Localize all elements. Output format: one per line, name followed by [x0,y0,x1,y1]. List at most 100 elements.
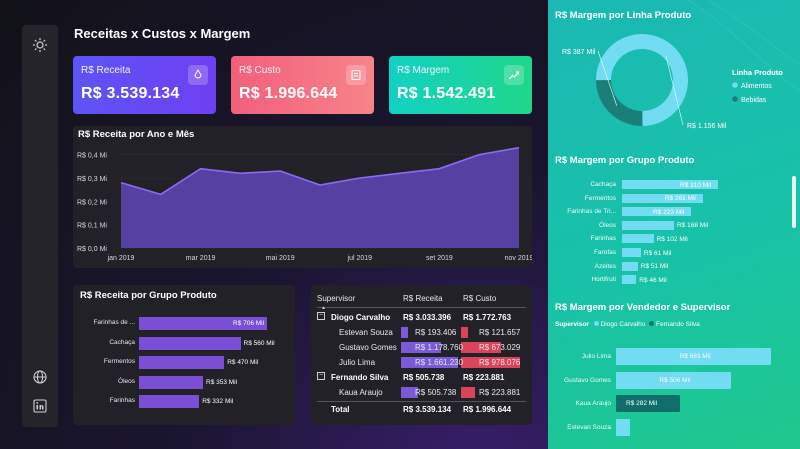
custo-value: R$ 1.772.763 [463,313,512,322]
bar[interactable] [622,234,654,244]
kpi-label: R$ Custo [239,65,281,76]
data-label: R$ 61 Mil [643,249,672,257]
category-label: Farinhas de Tri... [567,208,616,216]
table-header: Supervisor R$ Receita R$ Custo [311,293,532,306]
receita-value: R$ 3.033.396 [403,313,452,322]
bar[interactable] [139,375,203,389]
category-label: Farinhas [109,397,135,404]
custo-value: R$ 121.657 [479,328,521,337]
receita-value: R$ 1.178.760 [415,343,464,352]
category-label: Gustavo Gomes [564,376,611,384]
legend-item-0[interactable]: Diogo Carvalho [600,321,646,328]
x-tick-label: jan 2019 [107,255,135,262]
bar[interactable] [139,395,200,408]
header-divider [317,307,526,308]
margem-linha-donut[interactable]: R$ 1.156 Mil R$ 387 Mil Linha Produto Alime… [548,22,800,162]
receita-databar [401,357,458,368]
y-tick-label: R$ 0,3 Mi [77,176,107,183]
leader-line [665,55,684,126]
legend-dot [732,82,738,88]
bar[interactable] [622,275,637,285]
data-label: R$ 353 Mil [206,378,238,386]
row-name: Diogo Carvalho [331,313,391,322]
data-label: R$ 387 Mil [562,49,596,56]
collapse-toggle-icon[interactable]: − [317,312,325,320]
row-name: Fernando Silva [331,373,389,382]
table-row[interactable]: Gustavo Gomes R$ 1.178.760 R$ 673.029 [311,342,532,355]
data-label: R$ 706 Mil [233,320,265,327]
receita-area-chart[interactable]: R$ 0,0 Mi R$ 0,1 Mi R$ 0,2 Mi R$ 0,3 Mi R$ 0… [73,126,532,268]
row-name: Estevan Souza [339,328,393,337]
custo-databar [461,357,520,368]
bar[interactable] [616,418,630,436]
category-label: Julio Lima [581,353,611,360]
row-name: Gustavo Gomes [339,343,397,352]
bar[interactable] [622,180,718,189]
globe-icon[interactable] [32,369,48,385]
chart-scrollbar[interactable] [792,176,796,228]
data-label: R$ 168 Mil [677,222,709,230]
x-tick-label: mar 2019 [186,255,216,262]
y-tick-label: R$ 0,0 Mi [77,246,107,253]
custo-databar [461,387,475,398]
category-label: Farinhas de ... [93,319,135,326]
chart-title: R$ Margem por Grupo Produto [555,155,695,166]
kpi-value: R$ 1.996.644 [239,85,338,102]
chart-title: R$ Margem por Vendedor e Supervisor [555,302,731,313]
receita-by-group-chart[interactable]: Farinhas de ... R$ 706 Mil Cachaça R$ 560 M… [73,285,295,425]
custo-value: R$ 673.029 [479,343,521,352]
table-group-row[interactable]: − Diogo Carvalho R$ 3.033.396 R$ 1.772.763 [311,312,532,325]
chart-title: R$ Margem por Linha Produto [555,10,692,21]
legend-dot [732,96,738,102]
header-custo[interactable]: R$ Custo [463,294,497,303]
sun-icon[interactable] [32,37,48,53]
legend-dot [649,321,655,326]
header-supervisor[interactable]: Supervisor [317,294,356,303]
data-label: R$ 310 Mil [680,181,712,189]
bar[interactable] [139,336,241,350]
kpi-card-custo: R$ Custo R$ 1.996.644 [231,56,374,114]
collapse-toggle-icon[interactable]: − [317,372,325,380]
legend-item-1[interactable]: Fernando Silva [656,321,700,328]
table-row[interactable]: Estevan Souza R$ 193.406 R$ 121.657 [311,327,532,340]
table-group-row[interactable]: − Fernando Silva R$ 505.738 R$ 223.881 [311,372,532,385]
margem-vendedor-chart[interactable]: Julio Lima R$ 683 Mil Gustavo Gomes R$ 506 … [548,0,800,449]
category-label: Estevan Souza [567,423,611,431]
chart-title: R$ Receita por Grupo Produto [80,290,217,301]
legend-item: Alimentos [741,83,772,90]
linkedin-icon[interactable] [32,398,48,414]
bar[interactable] [139,317,267,330]
custo-value: R$ 223.881 [479,388,521,397]
bar[interactable] [139,356,225,369]
data-label: R$ 1.156 Mil [687,123,727,130]
kpi-value: R$ 1.542.491 [397,85,496,102]
bar[interactable] [616,395,680,412]
bar[interactable] [622,248,641,257]
custo-databar [461,327,469,338]
sort-caret-icon: ▲ [321,305,326,311]
receita-value: R$ 505.738 [415,388,457,397]
margem-grupo-chart[interactable]: Cachaça R$ 310 Mil Fermentos R$ 261 Mil Fari… [548,0,800,449]
bar[interactable] [622,261,638,271]
table-total-row: Total R$ 3.539.134 R$ 1.996.644 [311,404,532,417]
bar[interactable] [622,220,675,230]
category-label: Cachaça [109,338,135,346]
table-row[interactable]: Julio Lima R$ 1.661.230 R$ 978.076 [311,357,532,370]
y-tick-label: R$ 0,1 Mi [77,223,107,230]
receita-value: R$ 505.738 [403,373,445,382]
custo-databar [461,342,502,353]
bar[interactable] [622,207,692,217]
bar[interactable] [622,193,703,203]
table-row[interactable]: Kaua Araujo R$ 505.738 R$ 223.881 [311,387,532,400]
category-label: Kaua Araujo [575,400,611,407]
chart-up-icon [504,65,524,85]
bar[interactable] [616,371,731,389]
header-receita[interactable]: R$ Receita [403,294,443,303]
x-tick-label: nov 2019 [505,255,532,262]
money-icon [188,65,208,85]
legend-dot [593,321,599,326]
receita-area [121,147,519,248]
row-name: Kaua Araujo [339,388,383,397]
page-title: Receitas x Custos x Margem [74,26,251,41]
bar[interactable] [616,348,771,365]
